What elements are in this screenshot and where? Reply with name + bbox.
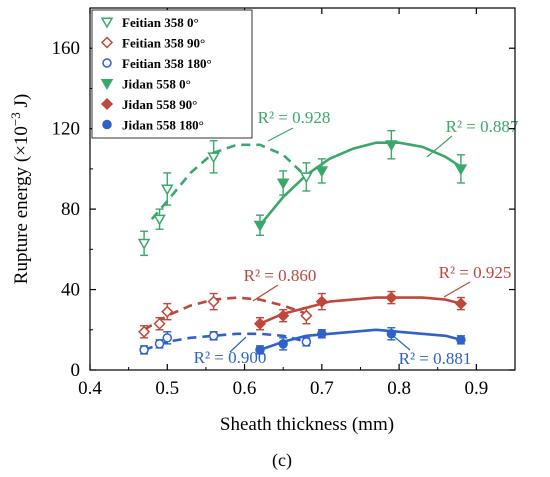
data-point [253,317,267,330]
series-2 [143,332,307,352]
data-point [454,297,467,310]
r2-leader-line [390,333,411,351]
y-tick-label: 80 [61,199,80,220]
data-point [315,295,328,308]
data-point [137,238,151,250]
legend-item: Jidan 558 0° [100,77,191,92]
data-point [385,291,398,304]
series-4 [259,296,462,325]
x-tick-label: 0.6 [233,378,257,399]
data-point [153,214,166,226]
y-tick-label: 0 [71,360,81,381]
data-point [153,317,166,330]
fit-line [143,296,307,331]
series-1 [143,296,307,331]
legend-marker [102,119,112,130]
data-point [161,305,174,318]
data-point [276,178,290,190]
fit-line [143,332,307,352]
data-point [456,335,466,345]
x-tick-label: 0.5 [155,378,179,399]
r2-label: R² = 0.887 [446,117,519,136]
legend-label: Feitian 358 180° [122,56,212,71]
data-point [454,164,468,176]
data-point [207,295,220,308]
r2-leader-line [267,127,294,142]
legend-box [91,9,253,139]
data-point [277,309,290,322]
panel-label: (c) [272,450,292,471]
r2-leader-line [229,336,247,353]
x-tick-label: 0.8 [387,378,411,399]
series-3 [258,141,462,227]
legend-label: Jidan 558 0° [122,77,191,92]
legend-item: Feitian 358 180° [102,56,212,71]
r2-leader-line [426,135,453,158]
legend-marker [100,17,114,29]
data-point [160,184,174,196]
legend-label: Feitian 358 0° [122,15,199,30]
legend-label: Jidan 558 180° [122,118,204,133]
x-axis-title: Sheath thickness (mm) [220,414,394,435]
data-point [301,337,312,347]
legend-item: Jidan 558 180° [102,118,204,133]
legend-item: Feitian 358 0° [100,15,199,30]
data-point [278,339,288,349]
y-tick-label: 120 [52,119,81,140]
data-point [253,220,267,232]
legend: Feitian 358 0° Feitian 358 90° Feitian 358… [91,9,253,139]
data-point [208,331,219,341]
r2-annotations: R² = 0.928 R² = 0.860 R² = 0.900 R² = 0.887… [194,108,519,368]
series-5 [259,328,462,352]
y-tick-label: 160 [52,38,81,59]
data-marks [137,129,468,355]
fit-line [259,328,462,352]
legend-marker [100,97,114,111]
y-tick-label: 40 [61,280,80,301]
y-axis-title-unit: J) [11,94,32,112]
axes: 0.4 0.5 0.6 0.7 0.8 0.9 0 40 80 120 160 [52,7,516,399]
r2-label: R² = 0.928 [258,108,331,127]
r2-label: R² = 0.900 [194,348,267,367]
data-point [317,329,327,339]
legend-marker [102,58,112,68]
r2-label: R² = 0.925 [439,263,512,282]
r2-leader-line [252,284,279,302]
fit-line [258,141,462,227]
r2-leader-line [443,281,471,298]
plot-frame [89,7,516,371]
data-point [255,345,265,355]
y-axis-title-exponent: −3 [8,112,23,126]
data-point [138,325,151,338]
data-point [385,140,398,152]
x-tick-label: 0.9 [464,378,488,399]
legend-marker [100,79,114,91]
y-axis-title: Rupture energy (×10−3 J) [8,94,32,284]
r2-label: R² = 0.881 [399,349,472,368]
legend-item: Feitian 358 90° [100,36,205,51]
y-axis-title-main: Rupture energy (×10 [11,126,32,284]
data-point [315,166,329,178]
legend-label: Jidan 558 90° [122,97,197,112]
legend-item: Jidan 558 90° [100,97,197,112]
x-tick-label: 0.4 [78,378,102,399]
r2-label: R² = 0.860 [244,266,317,285]
fit-line [259,296,462,325]
data-point [139,345,149,355]
x-tick-label: 0.7 [310,378,334,399]
legend-marker [100,36,114,49]
data-point [207,152,220,164]
data-point [300,309,313,322]
data-point [162,333,173,343]
data-point [154,339,165,349]
legend-label: Feitian 358 90° [122,36,205,51]
data-point [300,172,313,184]
